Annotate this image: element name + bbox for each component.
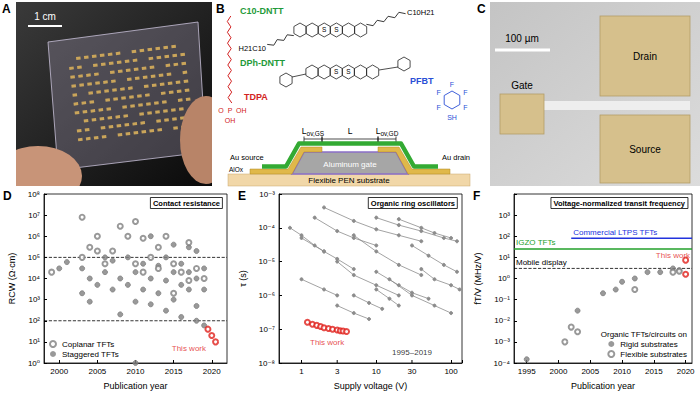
svg-text:Source: Source <box>629 144 661 155</box>
svg-text:C10-DNTT: C10-DNTT <box>240 6 284 16</box>
svg-text:10⁻²: 10⁻² <box>494 316 510 325</box>
svg-text:1995–2019: 1995–2019 <box>392 348 433 357</box>
svg-text:AlOx: AlOx <box>229 166 244 173</box>
svg-text:L: L <box>348 126 353 136</box>
svg-text:10⁻¹: 10⁻¹ <box>494 295 510 304</box>
svg-text:SH: SH <box>447 114 457 121</box>
html-text:D: D <box>3 189 12 203</box>
svg-text:10: 10 <box>372 367 381 376</box>
svg-text:Au drain: Au drain <box>442 153 470 162</box>
svg-text:10²: 10² <box>28 316 40 325</box>
svg-text:2010: 2010 <box>127 367 145 376</box>
svg-text:10⁶: 10⁶ <box>28 232 40 241</box>
svg-text:10⁻⁸: 10⁻⁸ <box>259 359 276 368</box>
svg-text:F: F <box>450 81 454 88</box>
svg-text:B: B <box>216 2 225 16</box>
svg-text:A: A <box>2 2 11 16</box>
svg-text:RCW (Ω·cm): RCW (Ω·cm) <box>7 253 17 305</box>
svg-text:Mobile display: Mobile display <box>516 258 567 267</box>
svg-text:10⁻³: 10⁻³ <box>259 190 275 199</box>
svg-text:C10H21: C10H21 <box>407 8 435 17</box>
svg-text:10⁻⁶: 10⁻⁶ <box>259 291 275 300</box>
svg-text:10³: 10³ <box>28 295 40 304</box>
svg-text:F: F <box>436 89 440 96</box>
svg-text:Drain: Drain <box>633 51 657 62</box>
svg-text:10⁵: 10⁵ <box>28 253 40 262</box>
svg-text:OH: OH <box>236 107 247 114</box>
html-text:E: E <box>238 189 246 203</box>
svg-text:Au source: Au source <box>230 153 264 162</box>
svg-text:This work: This work <box>172 344 207 353</box>
svg-text:10⁻³: 10⁻³ <box>494 337 510 346</box>
svg-text:2020: 2020 <box>677 367 695 376</box>
svg-text:10⁰: 10⁰ <box>498 274 510 283</box>
svg-text:Flexible PEN substrate: Flexible PEN substrate <box>308 176 390 185</box>
svg-text:Aluminum gate: Aluminum gate <box>323 160 377 169</box>
svg-text:Voltage-normalized transit fre: Voltage-normalized transit frequency <box>553 199 685 208</box>
svg-text:2005: 2005 <box>581 367 599 376</box>
svg-text:2005: 2005 <box>88 367 106 376</box>
svg-text:F: F <box>463 104 467 111</box>
svg-text:10⁸: 10⁸ <box>28 190 40 199</box>
svg-text:H21C10: H21C10 <box>238 44 266 53</box>
svg-text:Flexible substrates: Flexible substrates <box>620 350 687 359</box>
svg-text:S: S <box>322 26 327 33</box>
svg-text:F: F <box>436 104 440 111</box>
svg-text:IGZO TFTs: IGZO TFTs <box>516 238 555 247</box>
svg-text:Lov,GS: Lov,GS <box>302 126 325 137</box>
svg-text:Rigid substrates: Rigid substrates <box>620 340 677 349</box>
svg-text:S: S <box>334 68 339 75</box>
svg-text:Publication year: Publication year <box>571 381 635 391</box>
svg-text:F: F <box>463 89 467 96</box>
svg-text:2020: 2020 <box>203 367 221 376</box>
svg-text:10⁻⁴: 10⁻⁴ <box>493 359 510 368</box>
svg-text:PFBT: PFBT <box>410 76 434 86</box>
svg-text:Contact resistance: Contact resistance <box>153 199 220 208</box>
svg-text:1995: 1995 <box>518 367 536 376</box>
svg-text:1 cm: 1 cm <box>34 11 56 22</box>
svg-text:DPh-DNTT: DPh-DNTT <box>240 58 285 68</box>
svg-text:10⁰: 10⁰ <box>28 359 40 368</box>
svg-text:2000: 2000 <box>50 367 68 376</box>
svg-text:This work: This work <box>656 251 691 260</box>
svg-text:This work: This work <box>310 338 345 347</box>
svg-text:Organic ring oscillators: Organic ring oscillators <box>371 199 455 208</box>
svg-text:P: P <box>228 107 233 114</box>
svg-text:10⁻⁵: 10⁻⁵ <box>259 257 275 266</box>
svg-text:10¹: 10¹ <box>28 337 40 346</box>
svg-text:10⁴: 10⁴ <box>28 274 41 283</box>
svg-text:Staggered TFTs: Staggered TFTs <box>62 350 119 359</box>
svg-text:10³: 10³ <box>498 211 510 220</box>
svg-text:100 µm: 100 µm <box>505 33 539 44</box>
svg-text:10¹: 10¹ <box>498 253 510 262</box>
svg-text:TDPA: TDPA <box>244 92 268 102</box>
svg-text:2000: 2000 <box>550 367 568 376</box>
svg-text:OH: OH <box>225 117 236 124</box>
svg-text:Publication year: Publication year <box>103 381 167 391</box>
svg-text:2015: 2015 <box>165 367 183 376</box>
svg-text:1: 1 <box>299 367 304 376</box>
svg-text:Supply voltage (V): Supply voltage (V) <box>334 381 408 391</box>
svg-text:10⁻⁷: 10⁻⁷ <box>259 325 275 334</box>
svg-text:Gate: Gate <box>511 80 533 91</box>
svg-text:30: 30 <box>408 367 417 376</box>
svg-text:O: O <box>218 107 224 114</box>
svg-text:2010: 2010 <box>613 367 631 376</box>
svg-text:3: 3 <box>335 367 340 376</box>
svg-text:10⁷: 10⁷ <box>28 211 40 220</box>
svg-text:S: S <box>334 26 339 33</box>
svg-text:Coplanar TFTs: Coplanar TFTs <box>62 340 114 349</box>
svg-text:100: 100 <box>444 367 458 376</box>
svg-text:τ (s): τ (s) <box>238 270 248 287</box>
html-text:F: F <box>473 189 481 203</box>
svg-text:Lov,GD: Lov,GD <box>376 126 399 137</box>
svg-text:Commercial LTPS TFTs: Commercial LTPS TFTs <box>573 228 657 237</box>
svg-text:C: C <box>477 2 486 16</box>
svg-text:Organic TFTs/circuits on: Organic TFTs/circuits on <box>601 330 687 339</box>
svg-text:10⁻⁴: 10⁻⁴ <box>258 223 275 232</box>
svg-text:10²: 10² <box>498 232 510 241</box>
svg-text:fT/V (MHz/V): fT/V (MHz/V) <box>473 253 483 305</box>
svg-text:2015: 2015 <box>645 367 663 376</box>
svg-text:S: S <box>346 68 351 75</box>
